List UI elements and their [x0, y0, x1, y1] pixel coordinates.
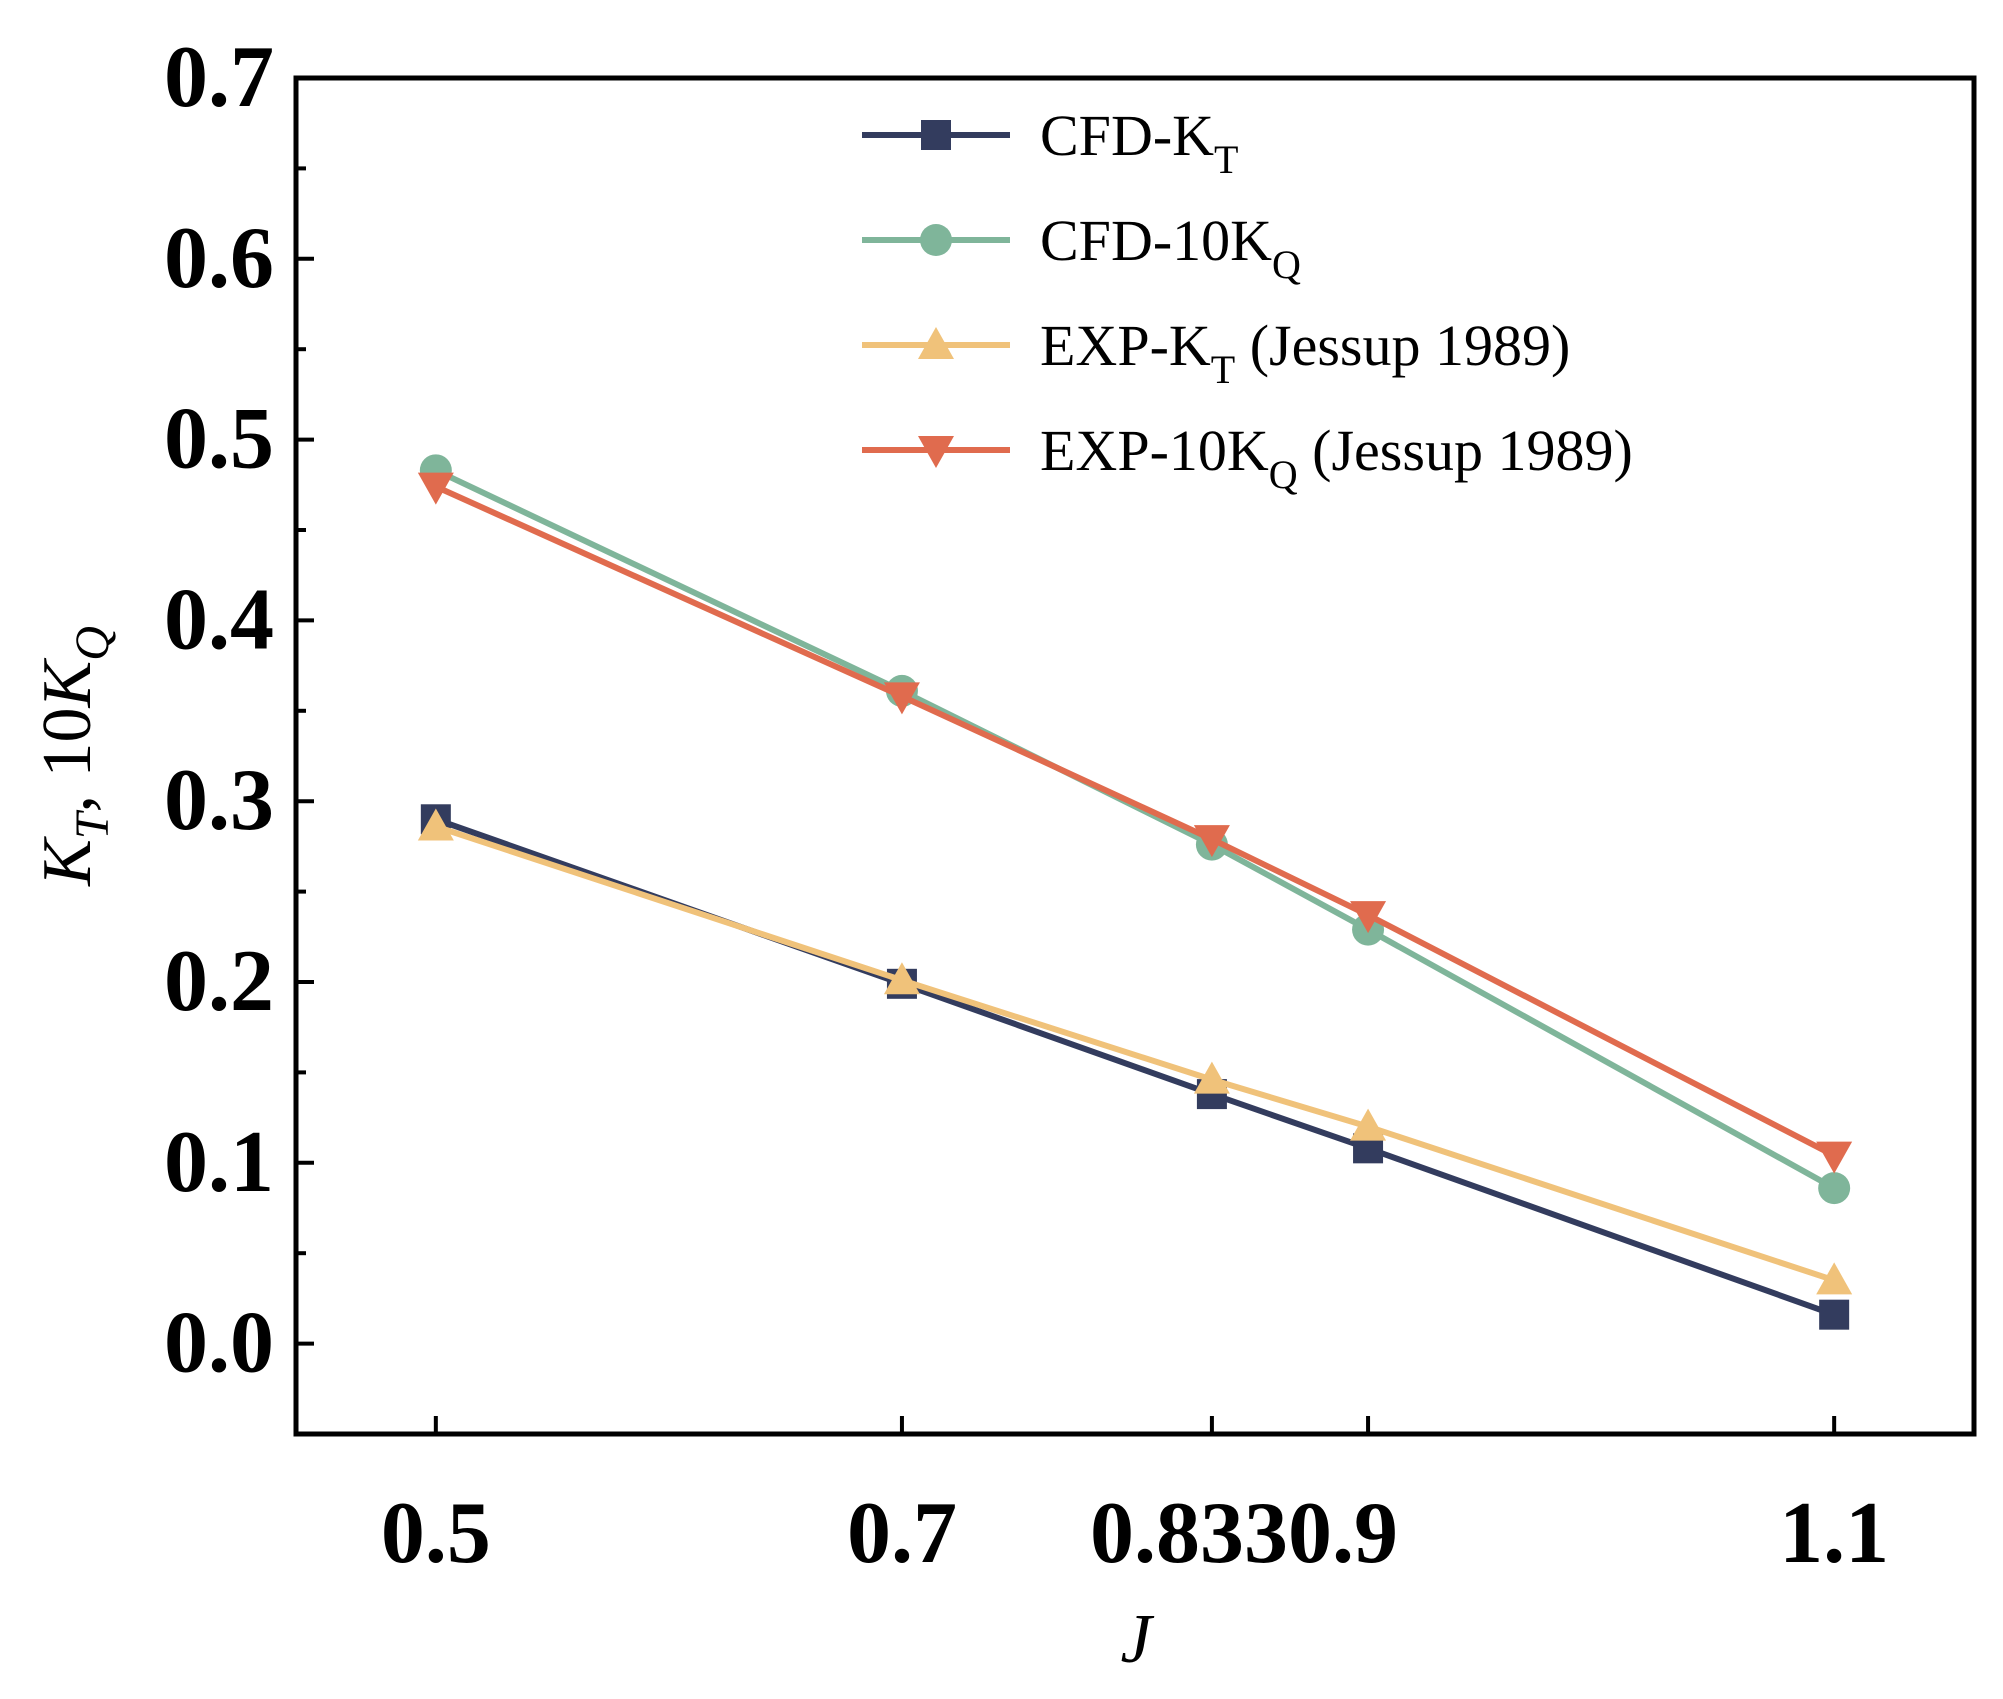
plot-frame	[293, 75, 1977, 1437]
legend-item: CFD-KT	[862, 103, 1238, 182]
series-0	[420, 804, 1850, 1330]
y-tick-label: 0.4	[164, 571, 274, 668]
legend-marker	[918, 327, 954, 359]
series-1	[419, 454, 1851, 1205]
legend-item: EXP-10KQ (Jessup 1989)	[862, 418, 1633, 497]
data-point	[883, 962, 920, 995]
y-tick-label: 0.2	[164, 933, 274, 1030]
data-point	[1816, 1141, 1853, 1174]
y-tick-label: 0.5	[164, 391, 274, 488]
series-layer	[417, 454, 1853, 1330]
x-tick-label: 0.5	[381, 1485, 491, 1582]
legend-marker	[918, 436, 954, 468]
y-axis-title-kt-sub: T	[66, 809, 119, 839]
data-point	[1350, 901, 1387, 934]
series-2	[417, 808, 1853, 1295]
legend-marker	[920, 224, 952, 256]
y-axis-title-kq-sub: Q	[66, 626, 119, 661]
y-tick-label: 0.6	[164, 210, 274, 307]
data-point	[1350, 1108, 1387, 1141]
data-point	[883, 682, 920, 715]
x-tick-label: 1.1	[1779, 1485, 1889, 1582]
y-tick-label: 0.7	[164, 29, 274, 126]
data-point	[417, 808, 454, 841]
y-tick-label: 0.0	[164, 1295, 274, 1392]
legend-item: EXP-KT (Jessup 1989)	[862, 313, 1570, 392]
data-point	[1818, 1172, 1851, 1205]
x-tick-label: 0.833	[1090, 1485, 1288, 1582]
y-axis-title-kt-main: K	[29, 836, 106, 887]
y-tick-label: 0.3	[164, 752, 274, 849]
x-axis-title: J	[1120, 1601, 1154, 1678]
ticks-layer: 0.0 0.1 0.2 0.3 0.4 0.5 0.6 0.7 0.5 0.7 0.833 0.9 1.…	[164, 29, 1889, 1582]
x-tick-label: 0.9	[1288, 1485, 1398, 1582]
data-point	[1193, 1061, 1230, 1094]
data-point	[417, 472, 454, 505]
y-axis-title-sep: , 10	[29, 707, 106, 812]
data-point	[1193, 825, 1230, 858]
series-line	[434, 823, 1836, 1284]
y-tick-label: 0.1	[164, 1114, 274, 1211]
x-tick-label: 0.7	[847, 1485, 957, 1582]
legend-item: CFD-10KQ	[862, 208, 1301, 287]
y-axis-title: KT, 10KQ	[29, 626, 119, 887]
data-point	[1816, 1262, 1853, 1295]
legend-label: CFD-10KQ	[1040, 208, 1301, 287]
legend-marker	[921, 120, 951, 150]
legend-label: EXP-10KQ (Jessup 1989)	[1040, 418, 1633, 497]
data-point	[1819, 1299, 1850, 1330]
legend-label: EXP-KT (Jessup 1989)	[1040, 313, 1570, 392]
legend-label: CFD-KT	[1040, 103, 1238, 182]
y-axis-title-kq-main: K	[29, 657, 106, 708]
legend: CFD-KT CFD-10KQ EXP-KT (Jessup 1989) EXP-10…	[862, 103, 1633, 497]
series-3	[417, 472, 1853, 1174]
